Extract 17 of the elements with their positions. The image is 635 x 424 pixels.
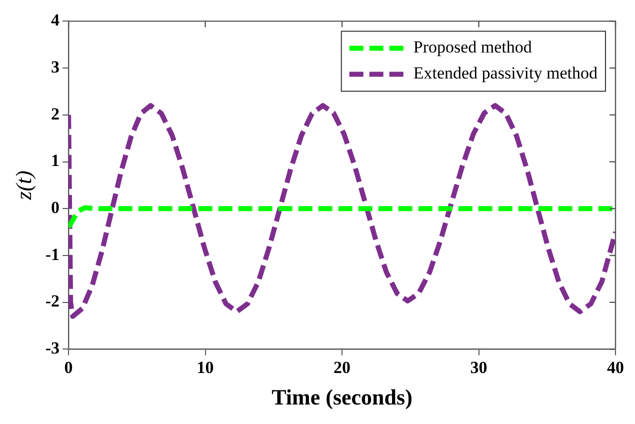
x-tick-label: 10 (196, 358, 214, 377)
x-tick-label: 20 (334, 358, 351, 377)
y-tick-label: 1 (51, 151, 60, 170)
y-tick-label: -2 (45, 292, 60, 311)
y-tick-label: -1 (45, 244, 60, 264)
y-tick-label: 2 (51, 104, 60, 124)
y-tick-label: 0 (51, 198, 60, 218)
x-tick-label: 30 (470, 358, 488, 377)
legend-label: Proposed method (413, 38, 532, 57)
y-axis-title: z(t) (10, 170, 36, 201)
y-tick-label: 4 (51, 10, 60, 30)
x-tick-label: 0 (64, 358, 73, 377)
y-tick-label: 3 (51, 57, 60, 76)
x-tick-label: 40 (607, 358, 624, 377)
y-tick-label: -3 (45, 338, 60, 358)
x-axis-title: Time (seconds) (272, 384, 412, 410)
legend-label: Extended passivity method (413, 64, 598, 83)
